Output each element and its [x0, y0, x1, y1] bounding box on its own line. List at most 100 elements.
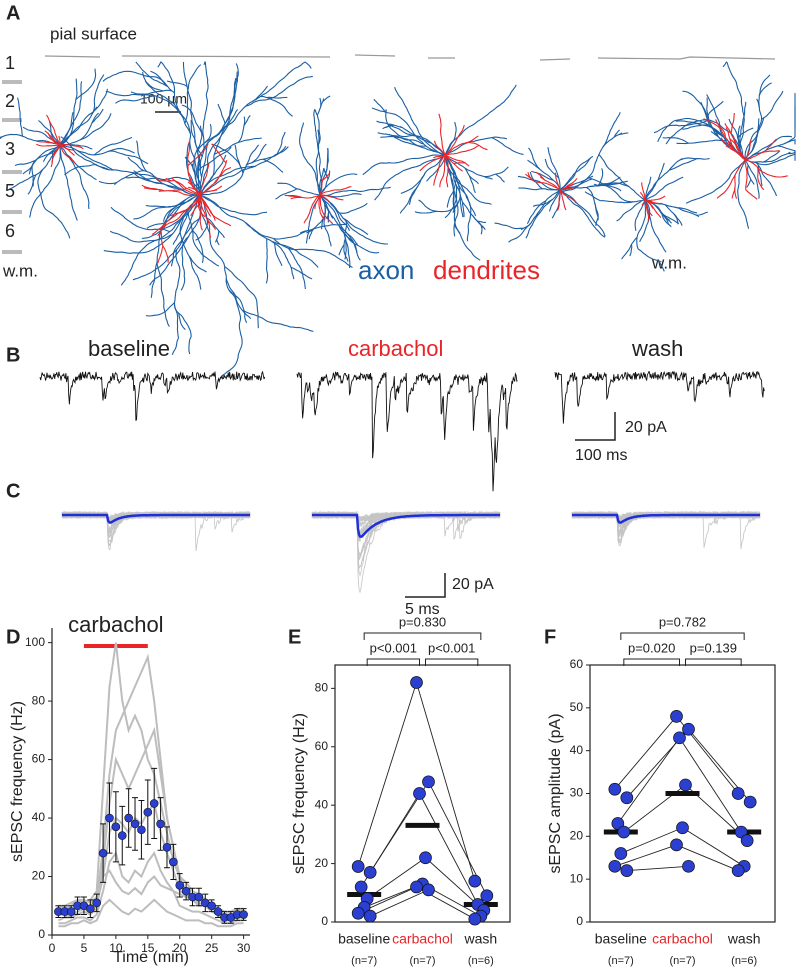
dendrite: [644, 195, 666, 201]
axon: [191, 229, 204, 264]
dendrite: [157, 194, 201, 237]
cell-line: [58, 898, 244, 928]
y-tick-label: 20: [315, 856, 329, 870]
point: [413, 787, 426, 800]
point: [354, 880, 368, 894]
axon: [446, 190, 455, 208]
panel-label: E: [288, 626, 301, 648]
axon: [199, 109, 239, 196]
axon: [560, 141, 607, 191]
x-tick-note: (n=6): [731, 955, 757, 967]
layer-bars: [2, 80, 22, 254]
axon: [319, 173, 358, 196]
axon: [150, 194, 201, 298]
point: [363, 909, 377, 923]
axon: [528, 147, 540, 170]
axon: [520, 189, 561, 231]
axon: [616, 200, 643, 222]
axon: [589, 177, 646, 203]
axon: [199, 144, 260, 196]
x-tick-label: 10: [109, 941, 123, 955]
axon: [203, 61, 209, 95]
point: [620, 791, 634, 805]
p-value: p=0.020: [628, 640, 675, 655]
axon: [27, 174, 37, 195]
y-tick-label: 20: [32, 869, 46, 883]
dendrite: [444, 149, 469, 156]
mean-point: [143, 807, 153, 817]
dendrite: [199, 163, 210, 196]
mean-point: [169, 857, 178, 867]
axon: [45, 208, 71, 239]
y-tick-label: 60: [570, 657, 584, 671]
point: [422, 775, 435, 789]
dendrite: [211, 143, 227, 164]
dendrite: [641, 199, 646, 206]
axon: [182, 62, 192, 101]
axon: [102, 70, 175, 94]
axon: [737, 127, 754, 138]
p-value: p<0.001: [370, 640, 417, 655]
pial-line: [44, 54, 776, 61]
axon: [184, 81, 190, 124]
point: [620, 864, 634, 877]
panel-label: F: [544, 626, 556, 648]
scale-bar: [405, 573, 446, 598]
dendrite: [160, 231, 169, 263]
dendrite: [757, 167, 765, 191]
axon: [92, 74, 105, 112]
mean-point: [149, 799, 159, 808]
axon: [559, 189, 606, 237]
comparison-bracket: [623, 658, 680, 666]
y-tick-label: 60: [315, 739, 329, 753]
legend-dendrites: dendrites: [433, 255, 540, 285]
axon: [662, 137, 689, 144]
axon: [60, 113, 112, 146]
axon: [319, 194, 380, 254]
axon: [173, 249, 181, 309]
dendrite: [319, 194, 334, 225]
dendrite: [46, 114, 61, 146]
dendrite: [159, 180, 175, 182]
axon: [783, 114, 796, 145]
pair-line: [614, 844, 677, 867]
axon: [266, 96, 288, 99]
axon: [388, 133, 446, 156]
axon: [762, 150, 781, 163]
dendrite: [319, 177, 325, 196]
axon: [685, 159, 746, 204]
axon: [319, 186, 391, 197]
axon: [198, 194, 252, 319]
y-tick-label: 40: [570, 743, 584, 757]
dendrite: [303, 194, 321, 224]
axon: [653, 119, 709, 134]
axon: [526, 200, 547, 225]
axon: [174, 308, 192, 337]
axon: [494, 222, 524, 230]
point: [351, 860, 365, 873]
y-tick-label: 80: [32, 693, 46, 707]
axon: [444, 136, 508, 156]
axon: [696, 211, 708, 216]
dendrite: [433, 154, 446, 186]
layer-bar: [2, 170, 22, 174]
axon: [461, 201, 486, 230]
axon: [444, 185, 458, 219]
axon: [679, 157, 710, 161]
axon: [444, 154, 472, 242]
mean-point: [207, 901, 216, 911]
dendrite: [187, 141, 201, 196]
layer-bar: [2, 80, 22, 84]
point: [682, 859, 695, 873]
axon: [273, 238, 353, 268]
axon: [208, 165, 256, 184]
axon: [598, 153, 646, 201]
axon: [657, 120, 675, 143]
dendrite: [716, 159, 746, 199]
dendrite: [141, 184, 163, 192]
axon: [676, 139, 728, 145]
axon: [199, 194, 347, 240]
layer-bar: [2, 250, 22, 254]
axon: [93, 136, 133, 156]
